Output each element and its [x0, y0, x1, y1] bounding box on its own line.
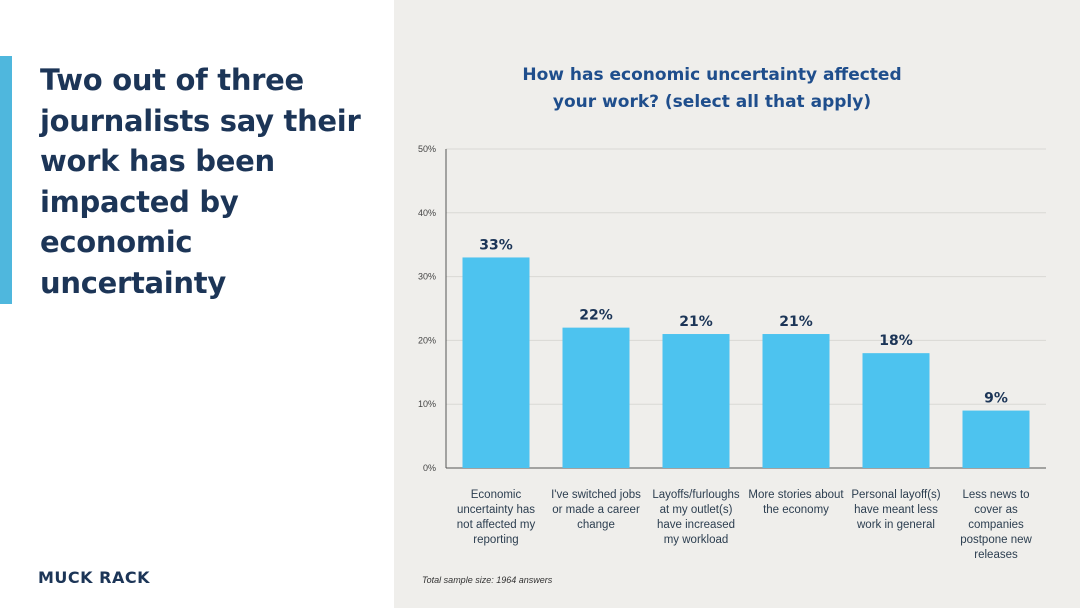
- x-tick-label: Economic uncertainty has not affected my…: [456, 489, 536, 546]
- data-label: 21%: [779, 314, 813, 330]
- x-tick-label: Personal layoff(s) have meant less work …: [851, 489, 941, 531]
- headline: Two out of three journalists say their w…: [40, 63, 361, 300]
- bar: [562, 327, 630, 468]
- x-tick-label: Less news to cover as companies postpone…: [960, 489, 1032, 561]
- bar: [762, 334, 830, 468]
- y-tick-label: 50%: [418, 144, 436, 154]
- y-tick-label: 10%: [418, 399, 436, 409]
- data-label: 21%: [679, 314, 713, 330]
- bar: [662, 334, 730, 468]
- y-tick-label: 40%: [418, 208, 436, 218]
- chart-title-line-2: your work? (select all that apply): [552, 92, 872, 112]
- data-label: 18%: [879, 333, 913, 349]
- x-tick-label: I've switched jobs or made a career chan…: [551, 489, 641, 531]
- y-tick-label: 20%: [418, 335, 436, 345]
- y-tick-label: 30%: [418, 272, 436, 282]
- data-label: 33%: [479, 237, 513, 253]
- x-tick-label: Layoffs/furloughs at my outlet(s) have i…: [652, 489, 740, 546]
- muck-rack-logo: MUCK RACK: [38, 568, 150, 587]
- y-tick-label: 0%: [423, 463, 436, 473]
- sample-size-footnote: Total sample size: 1964 answers: [422, 575, 553, 585]
- bar: [862, 353, 930, 468]
- data-label: 22%: [579, 308, 613, 324]
- bar: [962, 410, 1030, 468]
- data-label: 9%: [984, 391, 1008, 407]
- bar: [462, 257, 530, 468]
- x-tick-label: More stories about the economy: [748, 489, 844, 516]
- accent-bar: [0, 56, 12, 304]
- chart-title-line-1: How has economic uncertainty affected: [522, 65, 902, 85]
- chart-title: How has economic uncertainty affected yo…: [394, 62, 1030, 116]
